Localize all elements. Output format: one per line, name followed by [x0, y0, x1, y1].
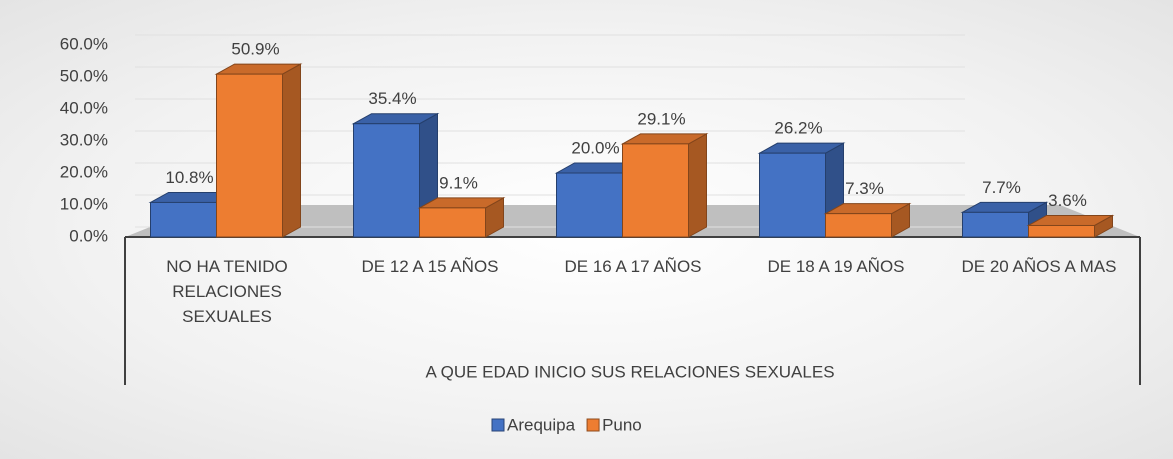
- bar-face: [825, 213, 892, 238]
- bar-face: [759, 152, 826, 238]
- x-axis-title: A QUE EDAD INICIO SUS RELACIONES SEXUALE…: [425, 362, 834, 381]
- bar-face: [962, 211, 1029, 238]
- value-label: 26.2%: [774, 119, 822, 138]
- bar: [417, 197, 506, 238]
- legend-label: Puno: [602, 415, 642, 434]
- y-tick-label: 10.0%: [60, 194, 108, 213]
- y-tick-label: 40.0%: [60, 98, 108, 117]
- legend-swatch: [491, 418, 505, 432]
- value-label: 20.0%: [571, 138, 619, 157]
- value-label: 50.9%: [231, 40, 279, 59]
- bar: [823, 202, 912, 238]
- x-tick-label: DE 20 AÑOS A MAS: [961, 257, 1117, 276]
- legend-swatch: [586, 418, 600, 432]
- bar-face: [282, 63, 301, 238]
- bar: [757, 142, 846, 238]
- value-label: 7.7%: [982, 178, 1021, 197]
- y-tick-label: 50.0%: [60, 66, 108, 85]
- bar: [1026, 214, 1115, 238]
- value-label: 9.1%: [439, 173, 478, 192]
- value-label: 35.4%: [368, 89, 416, 108]
- x-tick-label: DE 12 A 15 AÑOS: [361, 257, 499, 276]
- bar-face: [688, 133, 707, 238]
- x-tick-label: NO HA TENIDO RELACIONES SEXUALES: [166, 257, 288, 326]
- bar-face: [353, 123, 420, 238]
- bar: [960, 201, 1049, 238]
- bar-face: [622, 143, 689, 238]
- x-tick-label: DE 18 A 19 AÑOS: [767, 257, 905, 276]
- bar-face: [556, 172, 623, 238]
- value-label: 7.3%: [845, 179, 884, 198]
- y-tick-label: 0.0%: [69, 226, 108, 245]
- bar: [351, 112, 440, 238]
- bar: [620, 133, 709, 238]
- bar-face: [419, 207, 486, 238]
- bar-face: [150, 201, 217, 238]
- y-tick-label: 20.0%: [60, 162, 108, 181]
- bar-face: [1028, 224, 1095, 238]
- value-label: 29.1%: [637, 109, 685, 128]
- bar-face: [216, 73, 283, 238]
- legend-label: Arequipa: [507, 415, 576, 434]
- value-label: 10.8%: [165, 168, 213, 187]
- y-tick-label: 60.0%: [60, 34, 108, 53]
- y-tick-label: 30.0%: [60, 130, 108, 149]
- value-label: 3.6%: [1048, 191, 1087, 210]
- x-tick-label: DE 16 A 17 AÑOS: [564, 257, 702, 276]
- bar: [214, 63, 303, 238]
